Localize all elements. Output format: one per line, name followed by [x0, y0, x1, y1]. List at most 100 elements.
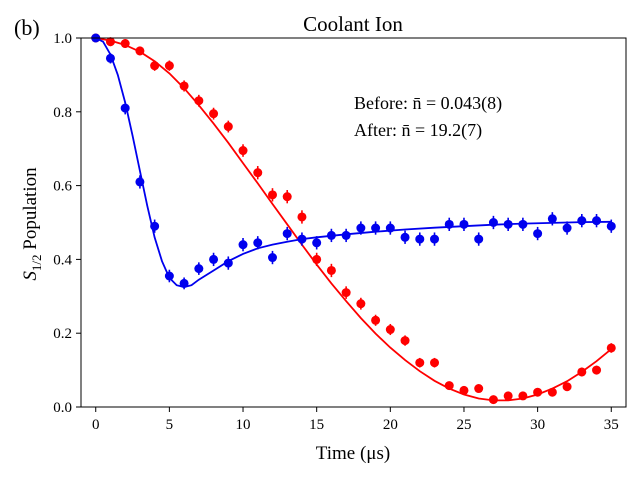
data-point	[430, 234, 440, 244]
data-point	[194, 96, 204, 106]
data-point	[488, 395, 498, 405]
data-point	[400, 232, 410, 242]
after-annotation: After: n̄ = 19.2(7)	[354, 120, 482, 141]
x-tick-label: 25	[456, 417, 471, 433]
data-point	[150, 221, 160, 231]
axes-frame	[80, 37, 627, 408]
data-point	[474, 234, 484, 244]
data-point	[297, 234, 307, 244]
chart-title: Coolant Ion	[303, 12, 403, 36]
y-axis: 0.0 0.2 0.4 0.6 0.8 1.0	[53, 31, 81, 416]
y-tick-label: 0.8	[53, 105, 72, 121]
data-point	[518, 391, 528, 401]
data-point	[297, 212, 307, 222]
data-point	[253, 168, 263, 178]
data-point	[326, 265, 336, 275]
fit-curve	[95, 37, 612, 289]
data-point	[105, 53, 115, 63]
series-before-blue	[91, 33, 616, 290]
data-point	[430, 358, 440, 368]
data-point	[371, 315, 381, 325]
data-point	[503, 391, 513, 401]
data-point	[547, 387, 557, 397]
data-point	[415, 234, 425, 244]
y-axis-label-subscript: 1/2	[29, 254, 44, 271]
data-point	[209, 254, 219, 264]
data-point	[341, 230, 351, 240]
data-point	[135, 177, 145, 187]
data-point	[179, 278, 189, 288]
data-point	[282, 229, 292, 239]
data-point	[606, 221, 616, 231]
data-point	[606, 343, 616, 353]
data-point	[267, 190, 277, 200]
data-point	[253, 238, 263, 248]
data-point	[223, 122, 233, 132]
data-point	[400, 336, 410, 346]
data-point	[518, 219, 528, 229]
x-axis-label: Time (μs)	[316, 443, 390, 464]
data-point	[267, 253, 277, 263]
x-tick-label: 0	[92, 417, 100, 433]
data-point	[592, 365, 602, 375]
data-point	[238, 240, 248, 250]
data-point	[459, 385, 469, 395]
x-tick-label: 35	[604, 417, 619, 433]
data-point	[356, 223, 366, 233]
data-point	[444, 219, 454, 229]
series-after-red	[91, 33, 616, 405]
panel-label: (b)	[14, 15, 40, 40]
data-point	[312, 238, 322, 248]
data-point	[164, 271, 174, 281]
before-annotation: Before: n̄ = 0.043(8)	[354, 93, 502, 114]
data-point	[371, 223, 381, 233]
data-point	[179, 81, 189, 91]
data-point	[562, 223, 572, 233]
data-point	[415, 358, 425, 368]
data-point	[474, 384, 484, 394]
y-tick-label: 0.2	[53, 326, 72, 342]
data-point	[577, 367, 587, 377]
data-point	[120, 103, 130, 113]
y-axis-label-main: S	[20, 271, 41, 281]
data-point	[223, 258, 233, 268]
x-tick-label: 5	[166, 417, 174, 433]
data-point	[120, 39, 130, 49]
data-point	[135, 46, 145, 56]
data-point	[356, 299, 366, 309]
data-point	[562, 382, 572, 392]
data-point	[592, 216, 602, 226]
x-tick-label: 10	[236, 417, 251, 433]
data-point	[341, 288, 351, 298]
data-point	[385, 325, 395, 335]
x-tick-label: 30	[530, 417, 545, 433]
data-point	[326, 230, 336, 240]
data-point	[533, 229, 543, 239]
data-point	[459, 219, 469, 229]
y-tick-label: 1.0	[53, 31, 72, 47]
x-tick-label: 20	[383, 417, 398, 433]
data-point	[547, 214, 557, 224]
y-axis-label-rest: Population	[20, 167, 41, 255]
data-point	[194, 264, 204, 274]
data-point	[444, 381, 454, 391]
data-point	[282, 192, 292, 202]
data-point	[533, 387, 543, 397]
data-point	[488, 218, 498, 227]
data-point	[209, 109, 219, 119]
x-axis: 0 5 10 15 20 25 30 35	[92, 407, 619, 433]
data-point	[385, 223, 395, 233]
y-tick-label: 0.6	[53, 179, 72, 195]
data-point	[577, 216, 587, 226]
data-point	[238, 146, 248, 156]
x-tick-label: 15	[309, 417, 324, 433]
data-point	[164, 61, 174, 71]
y-tick-label: 0.4	[53, 252, 72, 268]
data-point	[105, 37, 115, 47]
data-point	[150, 61, 160, 71]
data-point	[312, 254, 322, 264]
y-tick-label: 0.0	[53, 400, 72, 416]
y-axis-label: S1/2 Population	[20, 167, 44, 281]
data-point	[503, 219, 513, 229]
